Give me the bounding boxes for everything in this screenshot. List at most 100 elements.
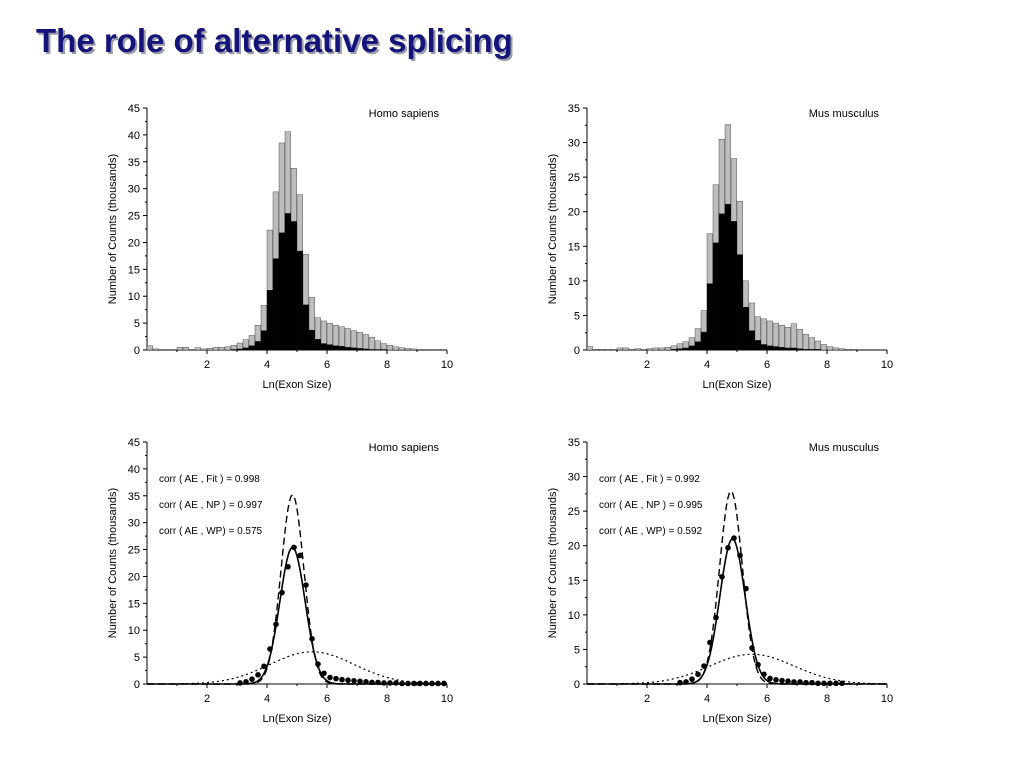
x-axis-label: Ln(Exon Size) <box>702 713 771 725</box>
data-point <box>351 677 357 684</box>
chart-title: Mus musculus <box>809 108 880 120</box>
data-point <box>689 676 695 682</box>
bar-alt-exon <box>296 250 303 351</box>
bar-alt-exon <box>712 242 719 351</box>
x-tick-label: 4 <box>264 693 270 705</box>
bar-alt-exon <box>272 258 279 351</box>
y-tick-label: 40 <box>128 130 140 142</box>
bar-alt-exon <box>278 232 285 351</box>
y-tick-label: 15 <box>568 241 580 253</box>
bar-total <box>628 349 635 351</box>
fit-curve-dotted <box>146 651 448 685</box>
correlation-annotation: corr ( AE , Fit ) = 0.992 <box>599 474 700 485</box>
bar-total <box>778 324 785 351</box>
bar-alt-exon <box>778 347 785 351</box>
y-tick-label: 0 <box>134 345 140 357</box>
data-point <box>417 680 423 687</box>
bar-alt-exon <box>266 290 273 351</box>
data-point <box>261 663 267 670</box>
bar-alt-exon <box>748 330 755 351</box>
data-points <box>237 544 447 687</box>
bar-total <box>410 348 417 351</box>
bar-alt-exon <box>302 304 309 351</box>
bar-total <box>616 347 623 351</box>
fit-curve-solid <box>587 537 887 685</box>
y-tick-label: 5 <box>134 652 140 664</box>
y-tick-label: 30 <box>568 138 580 150</box>
y-tick-label: 10 <box>128 625 140 637</box>
bar-alt-exon <box>742 306 749 351</box>
bar-total <box>230 345 237 351</box>
data-point <box>333 675 339 682</box>
data-point <box>839 680 845 687</box>
y-tick-label: 35 <box>568 103 580 115</box>
data-point <box>273 621 279 628</box>
y-tick-label: 20 <box>128 237 140 249</box>
data-point <box>399 680 405 687</box>
y-tick-label: 25 <box>128 545 140 557</box>
bar-total <box>808 337 815 351</box>
bar-alt-exon <box>254 341 261 351</box>
x-tick-label: 4 <box>264 359 270 371</box>
bar-total <box>766 320 773 351</box>
bar-alt-exon <box>248 345 255 351</box>
bar-alt-exon <box>790 347 797 351</box>
chart-homo-sapiens-fit: 0 5 10 15 20 25 30 35 40 45 2 4 6 8 10 Ln(Exon Size) Num… <box>107 437 453 725</box>
bar-alt-exon <box>772 346 779 351</box>
bar-total <box>386 345 393 351</box>
data-point <box>719 574 725 580</box>
bar-total <box>164 349 171 351</box>
bar-total <box>586 346 593 351</box>
bar-alt-exon <box>700 331 707 351</box>
x-tick-label: 8 <box>384 359 390 371</box>
bar-alt-exon <box>320 343 327 351</box>
bar-alt-exon <box>374 349 381 351</box>
bar-alt-exon <box>344 347 351 351</box>
bar-total <box>814 340 821 351</box>
bar-total <box>368 336 375 351</box>
y-tick-label: 25 <box>128 211 140 223</box>
x-tick-label: 8 <box>824 693 830 705</box>
bar-total <box>422 349 429 351</box>
correlation-annotation: corr ( AE , WP) = 0.592 <box>599 526 703 537</box>
bar-alt-exon <box>338 346 345 351</box>
data-point <box>291 544 297 551</box>
x-tick-label: 10 <box>441 693 453 705</box>
x-tick-label: 4 <box>704 359 710 371</box>
data-point <box>279 589 285 596</box>
bar-total <box>820 344 827 351</box>
bar-alt-exon <box>694 341 701 351</box>
data-point <box>683 679 689 685</box>
x-axis-label: Ln(Exon Size) <box>262 379 331 391</box>
y-tick-label: 20 <box>568 541 580 553</box>
data-point <box>773 677 779 683</box>
bar-total <box>194 347 201 351</box>
chart-title: Homo sapiens <box>369 442 440 454</box>
data-point <box>815 680 821 687</box>
bar-alt-exon <box>290 221 297 351</box>
data-point <box>821 680 827 687</box>
x-tick-label: 8 <box>824 359 830 371</box>
bar-total <box>428 349 435 351</box>
x-tick-label: 2 <box>204 359 210 371</box>
y-tick-label: 15 <box>128 264 140 276</box>
bar-total <box>188 349 195 351</box>
bar-total <box>362 334 369 351</box>
bar-total <box>374 340 381 351</box>
bar-total <box>604 349 611 351</box>
data-point <box>423 680 429 687</box>
bar-total <box>152 348 159 351</box>
data-point <box>767 675 773 682</box>
y-tick-label: 30 <box>128 184 140 196</box>
bar-alt-exon <box>380 349 387 351</box>
x-tick-label: 2 <box>644 359 650 371</box>
data-point <box>243 679 249 685</box>
bar-total <box>784 327 791 351</box>
bar-total <box>398 347 405 351</box>
x-tick-label: 6 <box>324 359 330 371</box>
x-axis-label: Ln(Exon Size) <box>262 713 331 725</box>
y-tick-label: 0 <box>574 345 580 357</box>
x-tick-label: 6 <box>324 693 330 705</box>
data-point <box>303 582 309 588</box>
bar-alt-exon <box>688 345 695 351</box>
